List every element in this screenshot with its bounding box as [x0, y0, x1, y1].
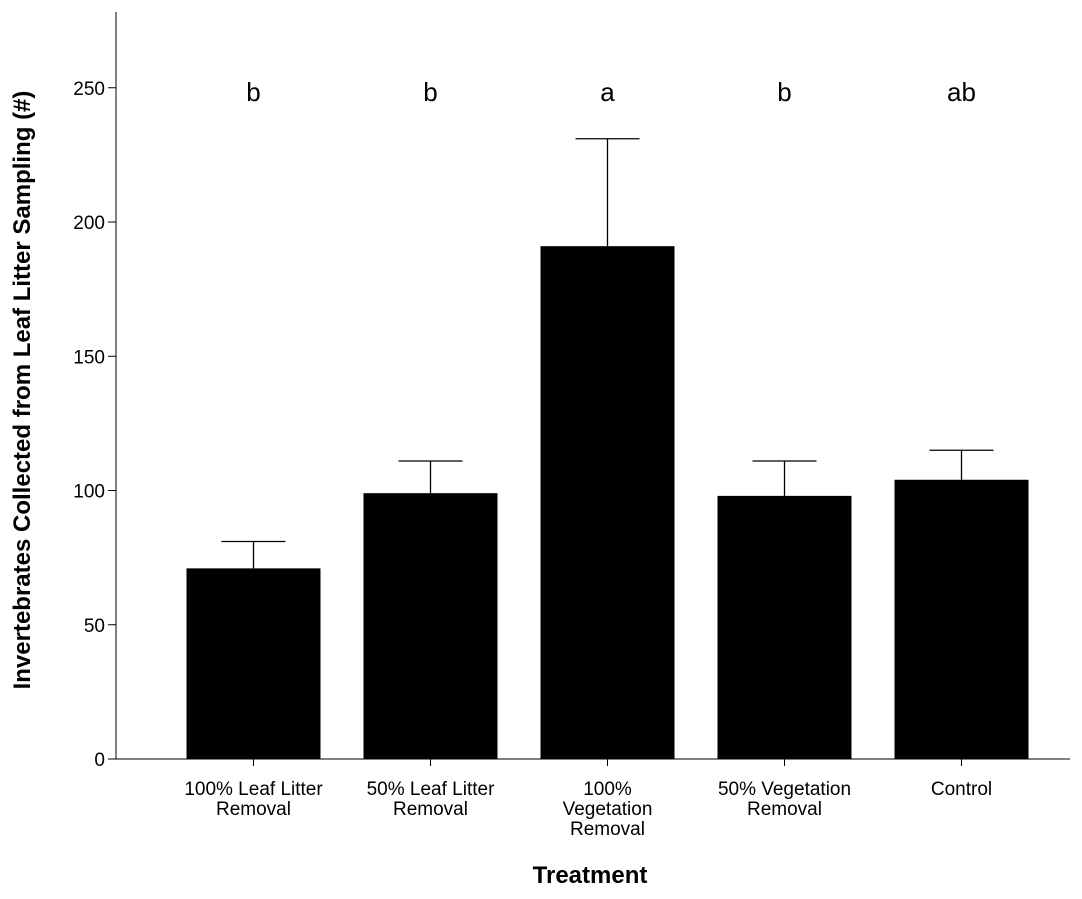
bar: [894, 479, 1029, 759]
bar: [540, 246, 675, 760]
y-tick-label: 150: [73, 347, 105, 368]
x-tick-label: Control: [931, 779, 992, 800]
significance-letter: b: [423, 77, 437, 107]
x-tick-label: 50% Leaf Litter Removal: [367, 779, 495, 820]
x-tick-label-line: 50% Leaf Litter: [367, 779, 495, 800]
x-tick-label: 50% Vegetation Removal: [718, 779, 851, 820]
bar: [186, 568, 321, 759]
significance-letter: b: [246, 77, 260, 107]
x-tick-label-line: 50% Vegetation: [718, 779, 851, 800]
y-tick-label: 50: [84, 616, 105, 637]
y-tick-label: 250: [73, 79, 105, 100]
axes-layer: [108, 12, 1070, 766]
x-tick-label-line: Removal: [570, 819, 645, 840]
significance-letter: b: [777, 77, 791, 107]
bars-layer: [186, 246, 1029, 760]
error-bars-layer: [221, 138, 994, 569]
significance-letter: ab: [947, 77, 976, 107]
x-tick-label-line: Removal: [393, 799, 468, 820]
y-axis-title: Invertebrates Collected from Leaf Litter…: [9, 91, 36, 690]
x-tick-label-line: 100% Leaf Litter: [184, 779, 323, 800]
bar: [717, 495, 852, 759]
y-tick-label: 200: [73, 213, 105, 234]
x-tick-label-line: 100%: [583, 779, 632, 800]
bar: [363, 493, 498, 759]
y-tick-label: 0: [94, 750, 105, 771]
y-tick-label: 100: [73, 482, 105, 503]
x-tick-label-line: Control: [931, 779, 992, 800]
x-tick-label-line: Removal: [747, 799, 822, 820]
x-tick-label-line: Removal: [216, 799, 291, 820]
significance-letter: a: [600, 77, 615, 107]
x-axis-title: Treatment: [533, 862, 648, 889]
x-tick-label-line: Vegetation: [563, 799, 653, 820]
x-tick-label: 100% Vegetation Removal: [563, 779, 653, 840]
x-tick-label: 100% Leaf Litter Removal: [184, 779, 323, 820]
